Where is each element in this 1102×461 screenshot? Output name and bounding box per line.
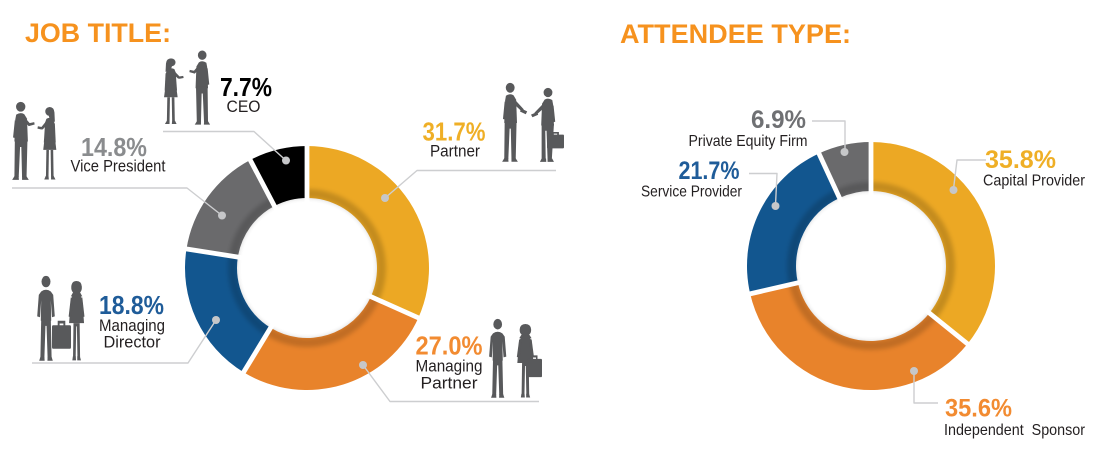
svg-text:Capital Provider: Capital Provider <box>983 173 1086 190</box>
svg-text:Private Equity Firm: Private Equity Firm <box>689 133 808 150</box>
svg-text:21.7%: 21.7% <box>679 157 740 185</box>
svg-text:35.8%: 35.8% <box>985 146 1056 174</box>
svg-text:35.6%: 35.6% <box>945 395 1012 423</box>
svg-text:Vice President: Vice President <box>71 157 166 176</box>
svg-text:6.9%: 6.9% <box>751 106 806 134</box>
svg-text:CEO: CEO <box>227 97 261 116</box>
svg-text:Managing: Managing <box>99 316 165 335</box>
svg-text:Partner: Partner <box>421 374 478 393</box>
svg-text:Independent Sponsor: Independent Sponsor <box>944 422 1086 439</box>
svg-text:Partner: Partner <box>430 142 480 161</box>
svg-text:Managing: Managing <box>416 357 483 376</box>
svg-text:14.8%: 14.8% <box>81 132 147 162</box>
svg-text:7.7%: 7.7% <box>220 72 272 102</box>
svg-text:Service Provider: Service Provider <box>641 184 743 201</box>
svg-text:Director: Director <box>104 333 161 352</box>
svg-text:27.0%: 27.0% <box>416 331 483 361</box>
svg-text:ATTENDEE TYPE:: ATTENDEE TYPE: <box>620 19 851 49</box>
svg-text:18.8%: 18.8% <box>99 290 164 320</box>
svg-text:JOB TITLE:: JOB TITLE: <box>25 18 171 48</box>
svg-text:31.7%: 31.7% <box>423 117 486 147</box>
